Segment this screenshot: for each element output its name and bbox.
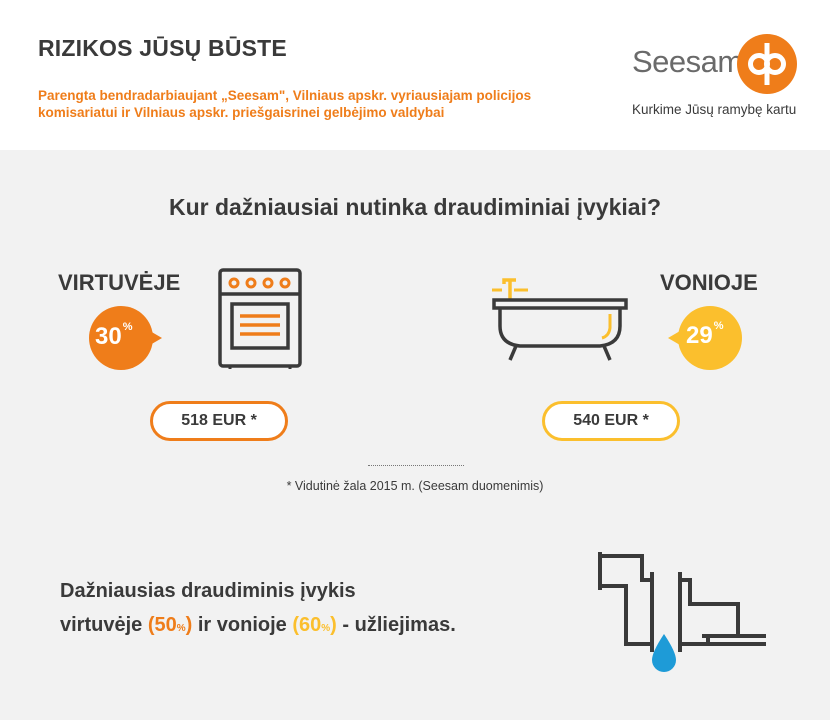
flooding-word: užliejimas.	[354, 614, 456, 636]
bottom-statement: Dažniausias draudiminis įvykis virtuvėje…	[60, 574, 456, 642]
subtitle: Parengta bendradarbiaujant „Seesam", Vil…	[38, 87, 578, 121]
kitchen-flood-percent: (50%)	[148, 614, 192, 636]
tagline: Kurkime Jūsų ramybę kartu	[632, 102, 797, 117]
content-panel	[0, 150, 830, 720]
subtitle-line-1: Parengta bendradarbiaujant „Seesam", Vil…	[38, 88, 532, 103]
stove-icon	[218, 268, 302, 369]
bottom-line-2: virtuvėje (50%) ir vonioje (60%) - užlie…	[60, 608, 456, 642]
seesam-logo-icon	[737, 34, 797, 94]
bottom-text-bath: ir vonioje	[192, 614, 293, 636]
bath-amount: 540 EUR *	[542, 401, 680, 441]
kitchen-flood-sign: %	[176, 623, 186, 634]
bathtub-icon	[492, 278, 628, 361]
divider	[368, 465, 464, 466]
bottom-line-1: Dažniausias draudiminis įvykis	[60, 580, 356, 602]
bath-flood-close: )	[330, 614, 337, 636]
page-title: RIZIKOS JŪSŲ BŪSTE	[38, 35, 287, 61]
kitchen-flood-close: )	[185, 614, 193, 636]
bath-percent-sign: %	[713, 320, 724, 332]
bath-percent-value: 29	[686, 322, 713, 349]
bath-percent: 29%	[686, 320, 724, 350]
subtitle-line-2: komisariatui ir Vilniaus apskr. priešgai…	[38, 105, 445, 120]
bath-flood-percent: (60%)	[292, 614, 336, 636]
footnote: * Vidutinė žala 2015 m. (Seesam duomenim…	[286, 479, 544, 493]
bath-label: VONIOJE	[660, 270, 758, 295]
kitchen-flood-value: (50	[147, 614, 177, 636]
bath-percent-badge	[668, 306, 742, 370]
bottom-text-kitchen: virtuvėje	[60, 614, 148, 636]
kitchen-amount: 518 EUR *	[150, 401, 288, 441]
kitchen-percent: 30%	[95, 321, 133, 351]
kitchen-percent-badge	[89, 306, 162, 370]
kitchen-percent-value: 30	[95, 323, 122, 350]
leaking-pipe-icon	[598, 552, 766, 672]
bath-flood-sign: %	[321, 623, 331, 634]
kitchen-label: VIRTUVĖJE	[58, 270, 181, 295]
bottom-text-dash: -	[336, 614, 355, 636]
section-question: Kur dažniausiai nutinka draudiminiai įvy…	[168, 194, 662, 220]
header: RIZIKOS JŪSŲ BŪSTE Parengta bendradarbia…	[0, 0, 830, 150]
kitchen-percent-sign: %	[122, 321, 133, 333]
bath-flood-value: (60	[292, 614, 322, 636]
brand-name: Seesam	[632, 44, 743, 79]
